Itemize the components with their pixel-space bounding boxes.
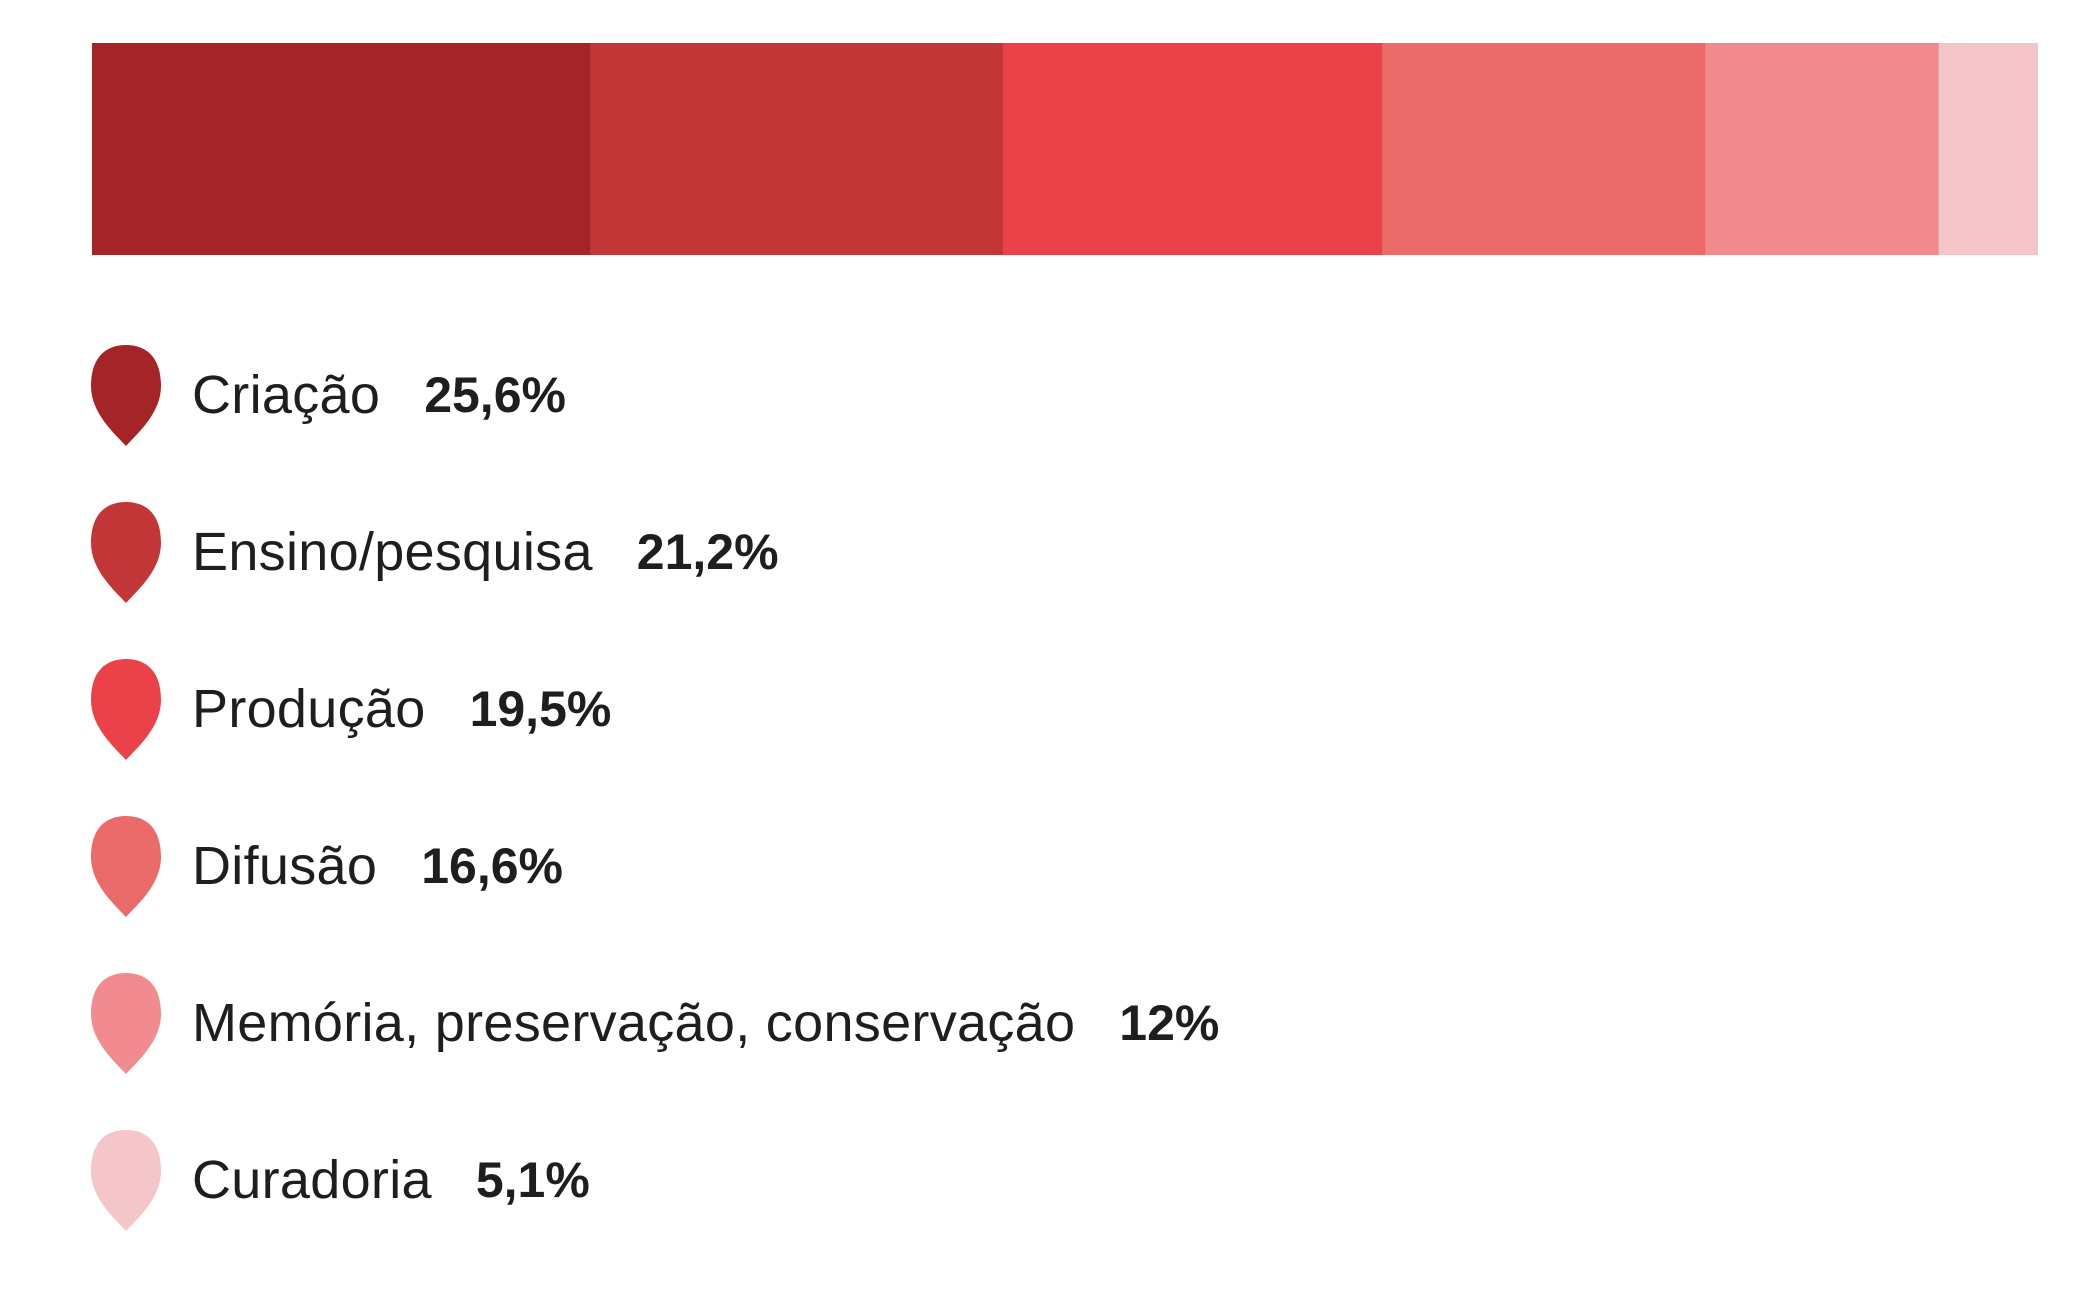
legend-item: Produção 19,5% bbox=[88, 654, 611, 764]
data-label: 25,6% bbox=[424, 367, 566, 423]
legend-item: Curadoria 5,1% bbox=[88, 1125, 590, 1235]
stacked-bar bbox=[92, 43, 2038, 255]
data-label: 12% bbox=[1119, 995, 1220, 1051]
bar-segment-1 bbox=[92, 43, 591, 255]
legend-label: Criação bbox=[192, 365, 381, 425]
data-label: 16,6% bbox=[421, 838, 563, 894]
legend-item: Difusão 16,6% bbox=[88, 811, 563, 921]
drop-marker-icon bbox=[91, 502, 161, 603]
legend-label: Ensino/pesquisa bbox=[192, 522, 593, 582]
bar-segment-4 bbox=[1382, 43, 1706, 255]
data-label: 5,1% bbox=[475, 1152, 590, 1208]
drop-marker-icon bbox=[91, 973, 161, 1074]
bar-segment-5 bbox=[1705, 43, 1940, 255]
data-label: 21,2% bbox=[636, 524, 779, 580]
legend-label: Curadoria bbox=[192, 1150, 432, 1210]
data-label: 19,5% bbox=[469, 681, 612, 737]
legend-item: Ensino/pesquisa 21,2% bbox=[88, 497, 779, 607]
drop-marker-icon bbox=[91, 659, 161, 760]
drop-marker-icon bbox=[91, 816, 161, 917]
legend-item: Criação 25,6% bbox=[88, 340, 566, 450]
legend-item: Memória, preservação, conservação 12% bbox=[88, 968, 1219, 1078]
legend-label: Memória, preservação, conservação bbox=[192, 993, 1076, 1053]
drop-marker-icon bbox=[91, 1130, 161, 1231]
drop-marker-icon bbox=[91, 345, 161, 446]
bar-segment-3 bbox=[1002, 43, 1383, 255]
legend-label: Produção bbox=[192, 679, 426, 739]
bar-segment-2 bbox=[590, 43, 1004, 255]
bar-segment-6 bbox=[1938, 43, 2038, 255]
legend-label: Difusão bbox=[192, 836, 378, 896]
